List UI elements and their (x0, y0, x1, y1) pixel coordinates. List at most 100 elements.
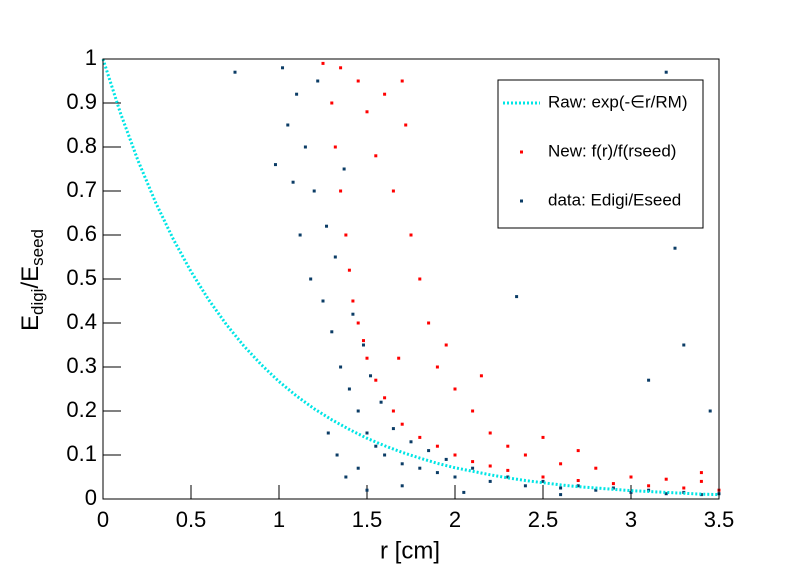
point (333, 255, 337, 259)
x-tick-label: 2 (449, 507, 461, 532)
point (335, 453, 339, 457)
point (303, 145, 307, 149)
point (471, 466, 475, 470)
curve (101, 58, 720, 497)
x-tick-label: 0 (97, 507, 109, 532)
point (326, 431, 330, 435)
y-tick-label: 0.4 (66, 309, 97, 334)
point (325, 224, 329, 228)
point (471, 460, 475, 464)
point (559, 493, 563, 497)
point (699, 479, 703, 483)
legend-swatch (520, 199, 523, 203)
point (664, 70, 668, 74)
point (453, 387, 457, 391)
point (523, 484, 527, 488)
point (295, 92, 299, 96)
point (435, 365, 439, 369)
point (576, 449, 580, 453)
point (351, 299, 355, 303)
point (699, 471, 703, 475)
legend-label: data: Edigi/Eseed (548, 190, 681, 209)
point (347, 387, 351, 391)
point (435, 444, 439, 448)
point (400, 484, 404, 488)
point (344, 233, 348, 237)
point (682, 343, 686, 347)
point (664, 477, 668, 481)
point (365, 356, 369, 360)
point (339, 365, 343, 369)
plot-frame (102, 58, 720, 500)
point (383, 92, 387, 96)
point (515, 295, 519, 299)
point (351, 312, 355, 316)
point (647, 484, 651, 488)
x-tick-label: 1.5 (352, 507, 383, 532)
point (506, 475, 510, 479)
point (541, 435, 545, 439)
point (559, 462, 563, 466)
point (479, 374, 483, 378)
legend-label: Raw: exp(-∈r/RM) (548, 92, 687, 111)
point (400, 422, 404, 426)
y-title-part: /E (17, 266, 44, 289)
point (356, 321, 360, 325)
point (330, 101, 334, 105)
point (453, 453, 457, 457)
point (356, 466, 360, 470)
point (291, 180, 295, 184)
point (506, 468, 510, 472)
point (273, 163, 277, 167)
point (488, 431, 492, 435)
point (444, 457, 448, 461)
point (699, 493, 703, 497)
point (309, 277, 313, 281)
y-tick-label: 0.3 (66, 353, 97, 378)
point (383, 396, 387, 400)
point (541, 479, 545, 483)
y-title-part: E (17, 315, 44, 331)
point (333, 145, 337, 149)
point (391, 427, 395, 431)
x-axis-title: r [cm] (380, 537, 440, 564)
point (629, 490, 633, 494)
point (369, 374, 373, 378)
point (409, 440, 413, 444)
point (462, 490, 466, 494)
point (374, 444, 378, 448)
point (374, 378, 378, 382)
point (418, 435, 422, 439)
point (391, 409, 395, 413)
point (298, 233, 302, 237)
point (682, 486, 686, 490)
point (594, 488, 598, 492)
point (339, 189, 343, 193)
y-tick-label: 0.5 (66, 265, 97, 290)
point (611, 482, 615, 486)
point (427, 449, 431, 453)
point (281, 66, 285, 70)
y-tick-label: 1 (85, 45, 97, 70)
x-tick-label: 2.5 (528, 507, 559, 532)
y-title-sub: digi (28, 289, 47, 315)
x-tick-label: 3 (625, 507, 637, 532)
point (400, 462, 404, 466)
point (444, 343, 448, 347)
x-tick-label: 3.5 (704, 507, 735, 532)
point (339, 66, 343, 70)
point (488, 479, 492, 483)
point (541, 475, 545, 479)
y-tick-label: 0.9 (66, 89, 97, 114)
point (576, 484, 580, 488)
point (391, 189, 395, 193)
point (383, 453, 387, 457)
point (435, 471, 439, 475)
point (647, 378, 651, 382)
point (356, 79, 360, 83)
y-axis-title: Edigi/Eseed (17, 229, 47, 331)
point (471, 409, 475, 413)
x-tick-label: 1 (273, 507, 285, 532)
point (664, 492, 668, 496)
